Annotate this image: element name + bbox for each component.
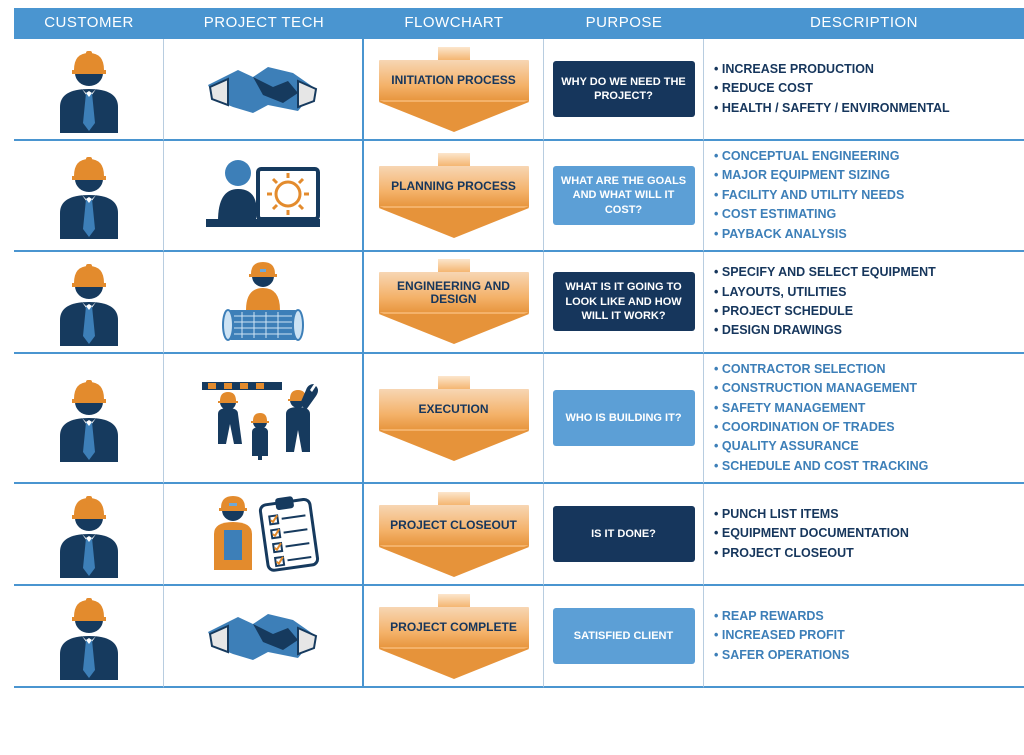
flow-label: PROJECT COMPLETE	[379, 607, 529, 649]
description-item: REAP REWARDS	[714, 607, 849, 626]
header-purpose: PURPOSE	[544, 8, 704, 39]
header-description: DESCRIPTION	[704, 8, 1024, 39]
flowchart-cell: INITIATION PROCESS	[364, 39, 544, 141]
description-cell: SPECIFY AND SELECT EQUIPMENTLAYOUTS, UTI…	[704, 252, 1024, 354]
flow-label: INITIATION PROCESS	[379, 60, 529, 102]
purpose-cell: WHY DO WE NEED THE PROJECT?	[544, 39, 704, 141]
handshake-icon	[198, 592, 328, 680]
description-cell: REAP REWARDSINCREASED PROFITSAFER OPERAT…	[704, 586, 1024, 688]
description-item: INCREASE PRODUCTION	[714, 60, 950, 79]
flowchart-cell: ENGINEERING AND DESIGN	[364, 252, 544, 354]
customer-icon	[50, 45, 128, 133]
flow-arrow: ENGINEERING AND DESIGN	[379, 259, 529, 344]
project-tech-cell	[164, 484, 364, 586]
customer-cell	[14, 484, 164, 586]
description-item: CONTRACTOR SELECTION	[714, 360, 928, 379]
description-item: COST ESTIMATING	[714, 205, 904, 224]
customer-cell	[14, 39, 164, 141]
purpose-cell: IS IT DONE?	[544, 484, 704, 586]
flow-arrow: PROJECT COMPLETE	[379, 594, 529, 679]
flow-label: EXECUTION	[379, 389, 529, 431]
flowchart-cell: PLANNING PROCESS	[364, 141, 544, 252]
description-item: CONCEPTUAL ENGINEERING	[714, 147, 904, 166]
description-item: DESIGN DRAWINGS	[714, 321, 936, 340]
description-item: FACILITY AND UTILITY NEEDS	[714, 186, 904, 205]
customer-cell	[14, 354, 164, 484]
customer-icon	[50, 258, 128, 346]
flow-label: PROJECT CLOSEOUT	[379, 505, 529, 547]
purpose-box: WHO IS BUILDING IT?	[553, 390, 695, 446]
customer-icon	[50, 151, 128, 239]
description-item: SAFER OPERATIONS	[714, 646, 849, 665]
worker-clipboard-icon	[198, 490, 328, 578]
description-item: SPECIFY AND SELECT EQUIPMENT	[714, 263, 936, 282]
flow-arrow: PLANNING PROCESS	[379, 153, 529, 238]
purpose-cell: WHO IS BUILDING IT?	[544, 354, 704, 484]
process-table: CUSTOMER PROJECT TECH FLOWCHART PURPOSE …	[14, 8, 1010, 688]
flowchart-cell: PROJECT CLOSEOUT	[364, 484, 544, 586]
description-item: MAJOR EQUIPMENT SIZING	[714, 166, 904, 185]
purpose-box: WHAT IS IT GOING TO LOOK LIKE AND HOW WI…	[553, 272, 695, 331]
designer-at-desk-icon	[198, 151, 328, 239]
flowchart-cell: PROJECT COMPLETE	[364, 586, 544, 688]
description-item: CONSTRUCTION MANAGEMENT	[714, 379, 928, 398]
description-cell: CONCEPTUAL ENGINEERINGMAJOR EQUIPMENT SI…	[704, 141, 1024, 252]
description-cell: PUNCH LIST ITEMSEQUIPMENT DOCUMENTATIONP…	[704, 484, 1024, 586]
description-item: INCREASED PROFIT	[714, 626, 849, 645]
project-tech-cell	[164, 586, 364, 688]
purpose-box: IS IT DONE?	[553, 506, 695, 562]
description-item: PROJECT CLOSEOUT	[714, 544, 909, 563]
project-tech-cell	[164, 252, 364, 354]
construction-workers-icon	[198, 374, 328, 462]
description-cell: INCREASE PRODUCTIONREDUCE COSTHEALTH / S…	[704, 39, 1024, 141]
project-tech-cell	[164, 39, 364, 141]
handshake-icon	[198, 45, 328, 133]
project-tech-cell	[164, 354, 364, 484]
flow-label: PLANNING PROCESS	[379, 166, 529, 208]
header-flowchart: FLOWCHART	[364, 8, 544, 39]
description-item: HEALTH / SAFETY / ENVIRONMENTAL	[714, 99, 950, 118]
description-item: SAFETY MANAGEMENT	[714, 399, 928, 418]
description-item: PUNCH LIST ITEMS	[714, 505, 909, 524]
description-list: PUNCH LIST ITEMSEQUIPMENT DOCUMENTATIONP…	[714, 505, 909, 563]
description-list: CONCEPTUAL ENGINEERINGMAJOR EQUIPMENT SI…	[714, 147, 904, 244]
customer-icon	[50, 374, 128, 462]
description-item: EQUIPMENT DOCUMENTATION	[714, 524, 909, 543]
customer-icon	[50, 490, 128, 578]
purpose-box: WHAT ARE THE GOALS AND WHAT WILL IT COST…	[553, 166, 695, 225]
customer-cell	[14, 252, 164, 354]
flow-label: ENGINEERING AND DESIGN	[379, 272, 529, 314]
description-item: SCHEDULE AND COST TRACKING	[714, 457, 928, 476]
flow-arrow: EXECUTION	[379, 376, 529, 461]
description-item: QUALITY ASSURANCE	[714, 437, 928, 456]
description-item: PAYBACK ANALYSIS	[714, 225, 904, 244]
flow-arrow: INITIATION PROCESS	[379, 47, 529, 132]
customer-icon	[50, 592, 128, 680]
description-cell: CONTRACTOR SELECTIONCONSTRUCTION MANAGEM…	[704, 354, 1024, 484]
description-list: SPECIFY AND SELECT EQUIPMENTLAYOUTS, UTI…	[714, 263, 936, 341]
description-item: REDUCE COST	[714, 79, 950, 98]
description-item: LAYOUTS, UTILITIES	[714, 283, 936, 302]
flowchart-cell: EXECUTION	[364, 354, 544, 484]
purpose-box: SATISFIED CLIENT	[553, 608, 695, 664]
engineer-blueprints-icon	[198, 258, 328, 346]
purpose-cell: SATISFIED CLIENT	[544, 586, 704, 688]
header-customer: CUSTOMER	[14, 8, 164, 39]
description-item: PROJECT SCHEDULE	[714, 302, 936, 321]
purpose-cell: WHAT IS IT GOING TO LOOK LIKE AND HOW WI…	[544, 252, 704, 354]
customer-cell	[14, 586, 164, 688]
header-project-tech: PROJECT TECH	[164, 8, 364, 39]
description-list: REAP REWARDSINCREASED PROFITSAFER OPERAT…	[714, 607, 849, 665]
customer-cell	[14, 141, 164, 252]
project-tech-cell	[164, 141, 364, 252]
description-item: COORDINATION OF TRADES	[714, 418, 928, 437]
description-list: CONTRACTOR SELECTIONCONSTRUCTION MANAGEM…	[714, 360, 928, 476]
purpose-cell: WHAT ARE THE GOALS AND WHAT WILL IT COST…	[544, 141, 704, 252]
purpose-box: WHY DO WE NEED THE PROJECT?	[553, 61, 695, 117]
description-list: INCREASE PRODUCTIONREDUCE COSTHEALTH / S…	[714, 60, 950, 118]
flow-arrow: PROJECT CLOSEOUT	[379, 492, 529, 577]
